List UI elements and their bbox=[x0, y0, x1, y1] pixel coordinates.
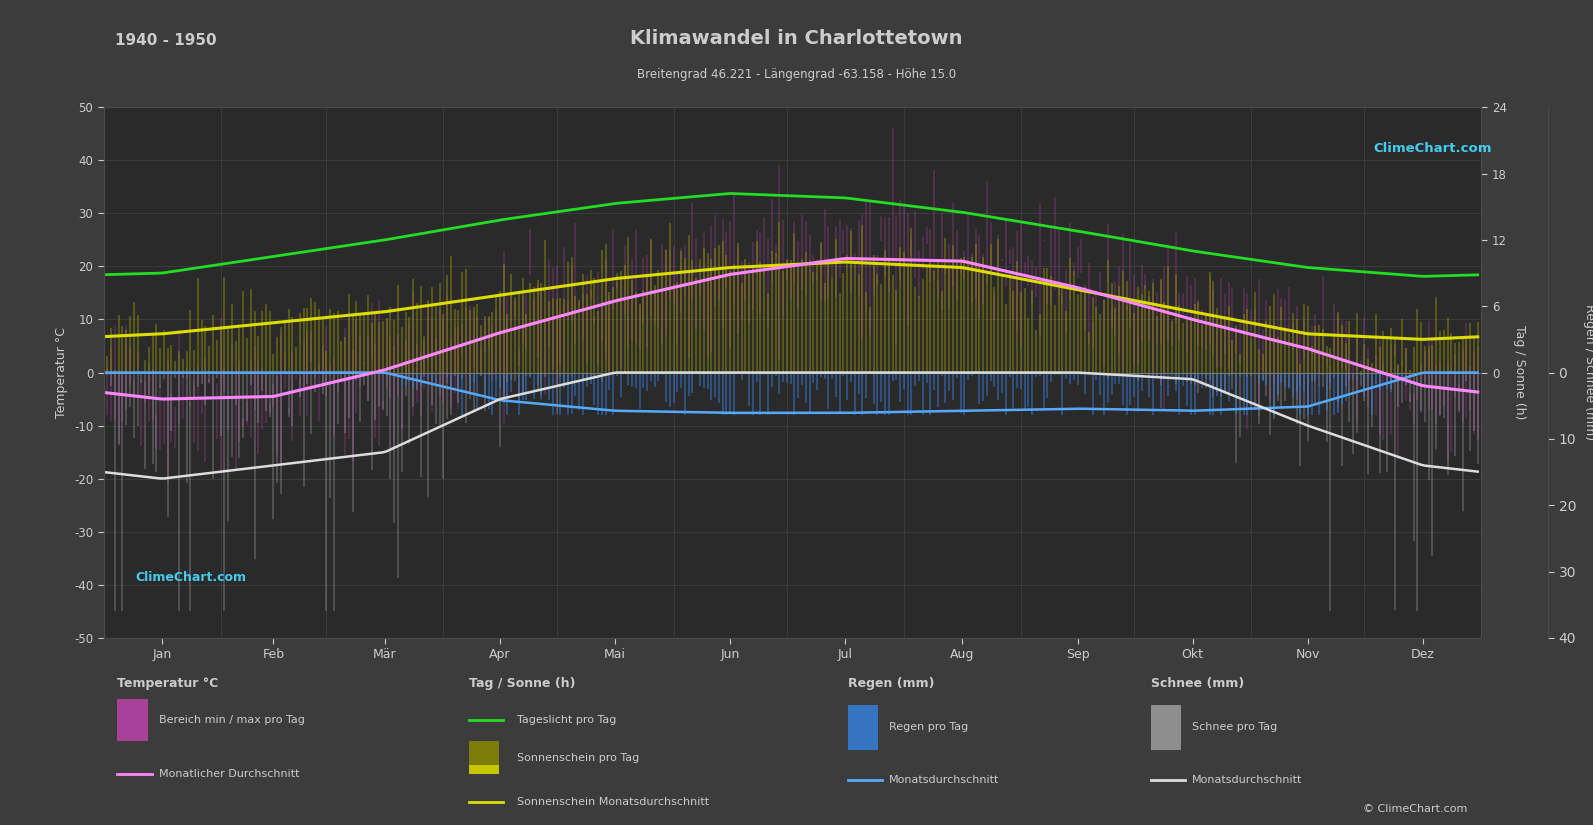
Text: ClimeChart.com: ClimeChart.com bbox=[135, 571, 247, 584]
Text: 1940 - 1950: 1940 - 1950 bbox=[115, 33, 217, 48]
Y-axis label: Regen / Schnee (mm): Regen / Schnee (mm) bbox=[1582, 304, 1593, 441]
Text: Monatsdurchschnitt: Monatsdurchschnitt bbox=[1192, 776, 1303, 785]
Text: ClimeChart.com: ClimeChart.com bbox=[1373, 142, 1491, 155]
Text: Tageslicht pro Tag: Tageslicht pro Tag bbox=[516, 714, 616, 724]
Text: Schnee pro Tag: Schnee pro Tag bbox=[1192, 723, 1278, 733]
Text: Schnee (mm): Schnee (mm) bbox=[1150, 677, 1244, 691]
Bar bbox=[118, 699, 148, 741]
Text: Sonnenschein pro Tag: Sonnenschein pro Tag bbox=[516, 752, 639, 762]
Text: Monatsdurchschnitt: Monatsdurchschnitt bbox=[889, 776, 999, 785]
Text: Bereich min / max pro Tag: Bereich min / max pro Tag bbox=[159, 714, 304, 724]
Bar bbox=[1150, 705, 1180, 750]
Text: Tag / Sonne (h): Tag / Sonne (h) bbox=[468, 677, 575, 691]
Y-axis label: Temperatur °C: Temperatur °C bbox=[56, 327, 68, 418]
Y-axis label: Tag / Sonne (h): Tag / Sonne (h) bbox=[1513, 325, 1526, 420]
Text: Breitengrad 46.221 - Längengrad -63.158 - Höhe 15.0: Breitengrad 46.221 - Längengrad -63.158 … bbox=[637, 68, 956, 81]
Bar bbox=[468, 766, 499, 775]
Bar bbox=[468, 741, 499, 775]
Text: Klimawandel in Charlottetown: Klimawandel in Charlottetown bbox=[631, 29, 962, 48]
Text: Monatlicher Durchschnitt: Monatlicher Durchschnitt bbox=[159, 769, 299, 780]
Text: Regen pro Tag: Regen pro Tag bbox=[889, 723, 969, 733]
Bar bbox=[847, 705, 878, 750]
Text: © ClimeChart.com: © ClimeChart.com bbox=[1364, 804, 1467, 813]
Text: Temperatur °C: Temperatur °C bbox=[118, 677, 218, 691]
Text: Sonnenschein Monatsdurchschnitt: Sonnenschein Monatsdurchschnitt bbox=[516, 797, 709, 807]
Text: Regen (mm): Regen (mm) bbox=[847, 677, 933, 691]
